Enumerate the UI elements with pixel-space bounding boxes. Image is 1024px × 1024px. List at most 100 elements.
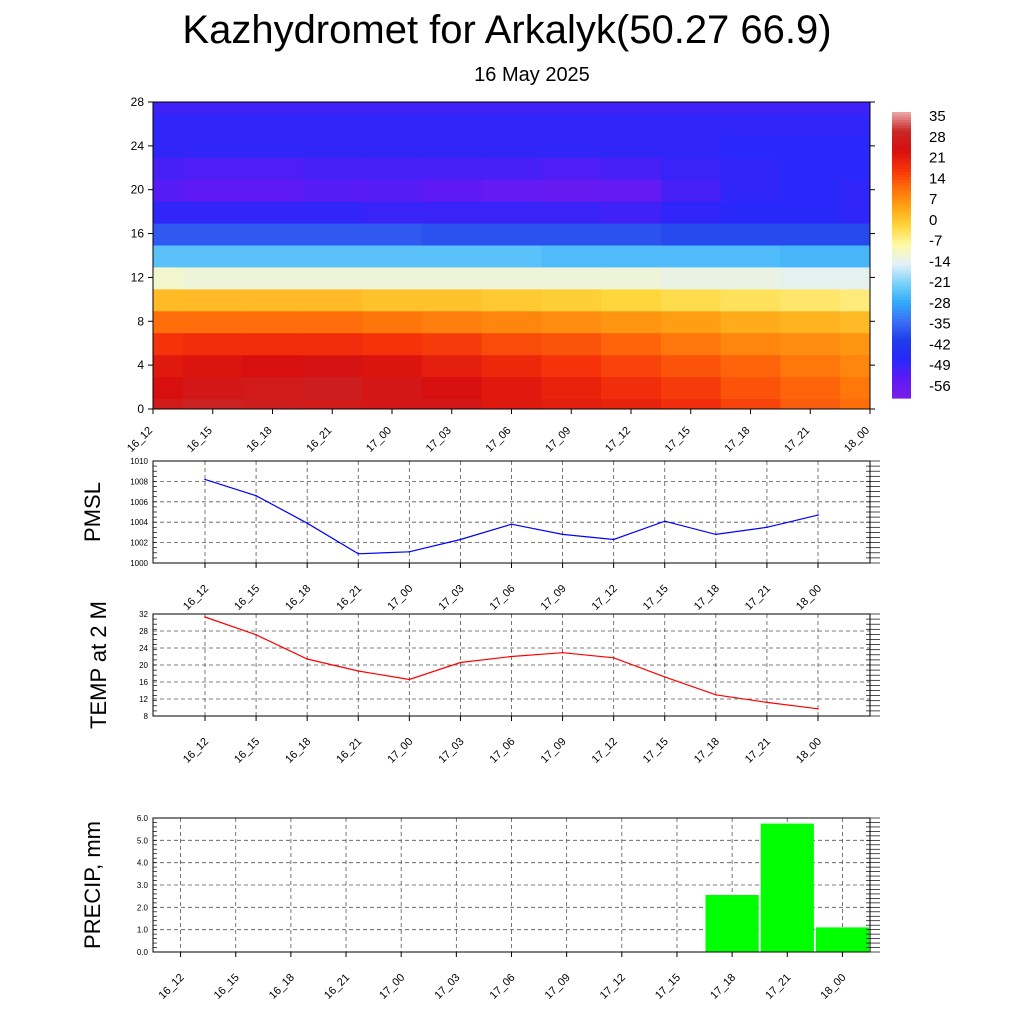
- heatmap-cell: [660, 113, 722, 136]
- heatmap-cell: [182, 156, 244, 180]
- heatmap-cell: [780, 156, 842, 180]
- colorbar-swatch: [892, 395, 911, 399]
- heatmap-cell: [481, 113, 543, 136]
- heatmap-cell: [780, 244, 842, 268]
- x-tick-label: 17_00: [377, 972, 407, 1002]
- series-point: [459, 661, 462, 664]
- heatmap-cell: [840, 134, 870, 158]
- heatmap-cell: [720, 102, 782, 114]
- colorbar-swatch: [892, 327, 911, 331]
- colorbar-swatch: [892, 212, 911, 217]
- heatmap-cell: [481, 134, 543, 158]
- colorbar-label: 14: [929, 170, 946, 187]
- colorbar-swatch: [892, 112, 911, 116]
- heatmap-cell: [153, 354, 184, 378]
- colorbar-swatch: [892, 368, 911, 372]
- heatmap-cell: [242, 244, 304, 268]
- x-tick-label: 16_18: [283, 736, 313, 766]
- colorbar-swatch: [892, 392, 911, 396]
- colorbar-label: -14: [929, 253, 951, 270]
- series-point: [766, 701, 768, 704]
- x-tick-label: 16_12: [125, 425, 155, 455]
- heatmap-cell: [302, 288, 364, 312]
- heatmap-cell: [302, 398, 364, 409]
- heatmap-cell: [421, 244, 483, 268]
- heatmap-cell: [421, 332, 483, 356]
- colorbar-label: -42: [929, 336, 951, 353]
- heatmap-cell: [541, 200, 603, 224]
- colorbar-swatch: [892, 250, 911, 255]
- colorbar-label: -49: [929, 357, 951, 374]
- x-tick-label: 18_00: [794, 736, 824, 766]
- heatmap-cell: [541, 310, 603, 334]
- heatmap-cell: [720, 376, 782, 399]
- x-tick-label: 17_09: [539, 736, 569, 766]
- heatmap-cell: [541, 156, 603, 180]
- y-tick-label: 3.0: [137, 881, 149, 890]
- heatmap-cell: [182, 376, 244, 399]
- y-tick-label: 20: [139, 661, 148, 670]
- heatmap-cell: [362, 200, 423, 224]
- series-point: [357, 670, 360, 672]
- x-tick-label: 17_15: [641, 583, 671, 613]
- colorbar-swatch: [892, 308, 911, 312]
- colorbar-swatch: [892, 365, 911, 369]
- colorbar-swatch: [892, 229, 911, 233]
- colorbar-swatch: [892, 354, 911, 358]
- colorbar-swatch: [892, 161, 911, 165]
- colorbar-swatch: [892, 218, 911, 222]
- heatmap-cell: [601, 178, 662, 202]
- heatmap-cell: [362, 376, 423, 399]
- colorbar-swatch: [892, 272, 911, 277]
- colorbar-label: 35: [929, 108, 946, 125]
- y-tick-label: 2.0: [137, 903, 149, 912]
- y-tick-label: 5.0: [137, 836, 149, 845]
- colorbar-swatch: [892, 264, 911, 268]
- heatmap-cell: [481, 288, 543, 312]
- heatmap-cell: [421, 222, 483, 246]
- heatmap-cell: [302, 222, 364, 246]
- colorbar-swatch: [892, 180, 911, 184]
- heatmap-cell: [541, 332, 603, 356]
- series-point: [306, 522, 309, 524]
- heatmap-cell: [780, 354, 842, 378]
- heatmap-cell: [182, 266, 244, 290]
- colorbar-swatch: [892, 152, 911, 157]
- heatmap-cell: [541, 288, 603, 312]
- heatmap-cell: [780, 200, 842, 224]
- colorbar-swatch: [892, 324, 911, 328]
- x-tick-label: 16_15: [232, 583, 262, 613]
- y-tick-label: 28: [131, 95, 145, 109]
- heatmap-cell: [242, 398, 304, 409]
- colorbar-swatch: [892, 278, 911, 282]
- x-tick-label: 17_00: [364, 425, 394, 455]
- y-tick-label: 16: [131, 227, 145, 241]
- x-tick-label: 16_18: [267, 972, 297, 1002]
- x-tick-label: 16_12: [157, 972, 187, 1002]
- series-point: [612, 657, 615, 659]
- heatmap-cell: [242, 310, 304, 334]
- heatmap-cell: [541, 178, 603, 202]
- colorbar-swatch: [892, 133, 911, 138]
- series-point: [561, 533, 564, 536]
- colorbar-label: -7: [929, 233, 942, 250]
- x-tick-label: 16_12: [181, 583, 211, 613]
- colorbar-swatch: [892, 362, 911, 366]
- colorbar-label: -28: [929, 295, 951, 312]
- heatmap-cell: [362, 354, 423, 378]
- heatmap-cell: [660, 310, 722, 334]
- heatmap-cell: [481, 310, 543, 334]
- heatmap-cell: [601, 266, 662, 290]
- colorbar-swatch: [892, 269, 911, 274]
- colorbar-swatch: [892, 275, 911, 279]
- colorbar-swatch: [892, 357, 911, 361]
- heatmap-cell: [660, 134, 722, 158]
- heatmap-cell: [153, 310, 184, 334]
- colorbar-swatch: [892, 166, 911, 170]
- colorbar-swatch: [892, 204, 911, 208]
- heatmap-cell: [840, 113, 870, 136]
- heatmap-cell: [242, 102, 304, 114]
- heatmap-cell: [362, 222, 423, 246]
- heatmap-cell: [242, 266, 304, 290]
- y-tick-label: 12: [131, 270, 145, 284]
